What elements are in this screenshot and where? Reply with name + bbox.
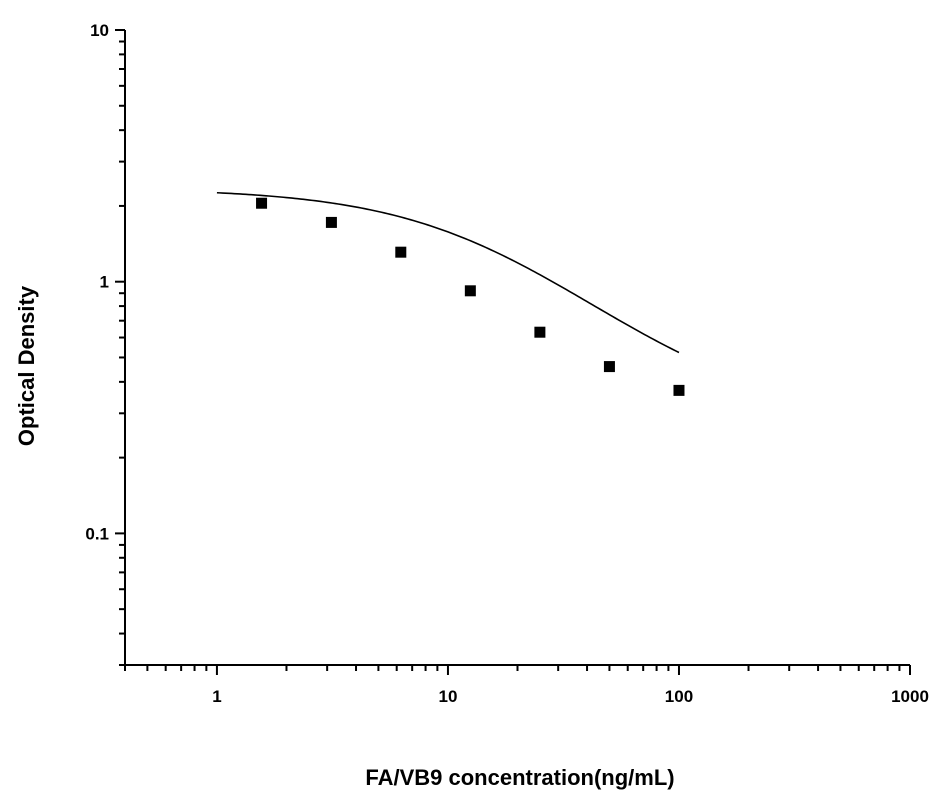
fit-curve bbox=[216, 191, 680, 354]
x-tick-label: 100 bbox=[665, 687, 693, 706]
data-point bbox=[673, 384, 685, 396]
axes bbox=[115, 29, 911, 675]
data-point bbox=[395, 246, 407, 258]
data-point bbox=[464, 285, 476, 297]
x-tick-label: 10 bbox=[438, 687, 457, 706]
y-axis-title: Optical Density bbox=[14, 285, 39, 446]
x-axis-title: FA/VB9 concentration(ng/mL) bbox=[365, 765, 674, 790]
data-point bbox=[325, 216, 337, 228]
x-tick-label: 1 bbox=[212, 687, 221, 706]
data-point bbox=[534, 326, 546, 338]
data-points bbox=[256, 197, 685, 396]
data-point bbox=[603, 361, 615, 373]
tick-labels: 1 10 100 1000 0.1 1 10 bbox=[85, 21, 929, 706]
y-tick-label: 10 bbox=[90, 21, 109, 40]
y-tick-label: 0.1 bbox=[85, 524, 109, 543]
data-point bbox=[256, 197, 268, 209]
x-tick-label: 1000 bbox=[891, 687, 929, 706]
fit-curve-layer bbox=[216, 191, 680, 354]
y-tick-label: 1 bbox=[100, 273, 109, 292]
